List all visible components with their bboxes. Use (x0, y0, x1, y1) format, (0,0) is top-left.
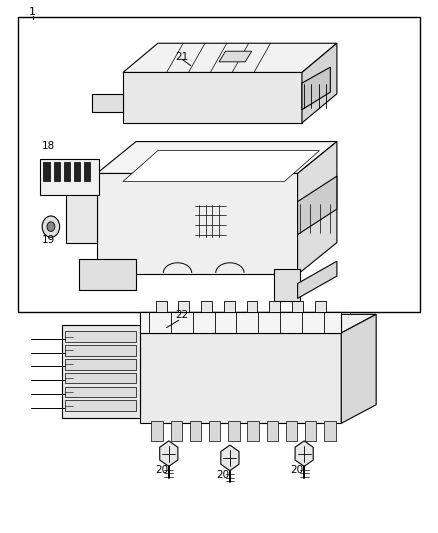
Text: 18: 18 (42, 141, 56, 151)
Bar (84, 163, 90, 181)
Polygon shape (65, 373, 136, 383)
Polygon shape (297, 176, 337, 235)
Polygon shape (123, 151, 319, 181)
Text: 20: 20 (290, 465, 303, 474)
Text: 20: 20 (216, 470, 229, 480)
Polygon shape (123, 43, 337, 72)
Text: 22: 22 (175, 310, 189, 320)
Polygon shape (65, 400, 136, 411)
Polygon shape (247, 421, 259, 441)
Polygon shape (219, 51, 252, 62)
Polygon shape (178, 301, 189, 312)
Polygon shape (65, 345, 136, 356)
Polygon shape (141, 333, 341, 423)
Text: 19: 19 (42, 235, 56, 245)
Polygon shape (324, 421, 336, 441)
Polygon shape (269, 301, 280, 312)
Text: 20: 20 (155, 465, 169, 474)
Polygon shape (141, 312, 341, 333)
Bar (53, 163, 60, 181)
Polygon shape (66, 173, 97, 243)
Polygon shape (274, 269, 300, 301)
Polygon shape (297, 261, 337, 298)
Bar (43, 163, 49, 181)
Polygon shape (302, 43, 337, 123)
Polygon shape (170, 421, 182, 441)
Polygon shape (201, 301, 212, 312)
Polygon shape (209, 421, 220, 441)
Bar (18, 17, 420, 312)
Polygon shape (247, 301, 258, 312)
Circle shape (42, 216, 60, 237)
Polygon shape (267, 421, 278, 441)
Polygon shape (286, 421, 297, 441)
Bar (74, 163, 80, 181)
Text: 21: 21 (175, 52, 189, 61)
Polygon shape (155, 301, 166, 312)
Polygon shape (141, 312, 350, 322)
Text: 1: 1 (29, 7, 36, 18)
Circle shape (47, 222, 55, 231)
Polygon shape (228, 421, 240, 441)
Polygon shape (65, 332, 136, 342)
Polygon shape (97, 173, 297, 274)
Polygon shape (224, 301, 235, 312)
Polygon shape (302, 67, 330, 110)
Polygon shape (123, 72, 302, 123)
Polygon shape (151, 421, 162, 441)
Polygon shape (305, 421, 316, 441)
Polygon shape (79, 259, 136, 290)
Polygon shape (297, 142, 337, 274)
Polygon shape (92, 94, 123, 112)
Polygon shape (65, 386, 136, 397)
Polygon shape (141, 314, 376, 333)
Bar (64, 163, 70, 181)
Bar (40, 159, 99, 195)
Polygon shape (62, 325, 141, 418)
Polygon shape (65, 359, 136, 369)
Polygon shape (292, 301, 303, 312)
Polygon shape (341, 314, 376, 423)
Polygon shape (190, 421, 201, 441)
Polygon shape (314, 301, 325, 312)
Polygon shape (97, 142, 337, 173)
